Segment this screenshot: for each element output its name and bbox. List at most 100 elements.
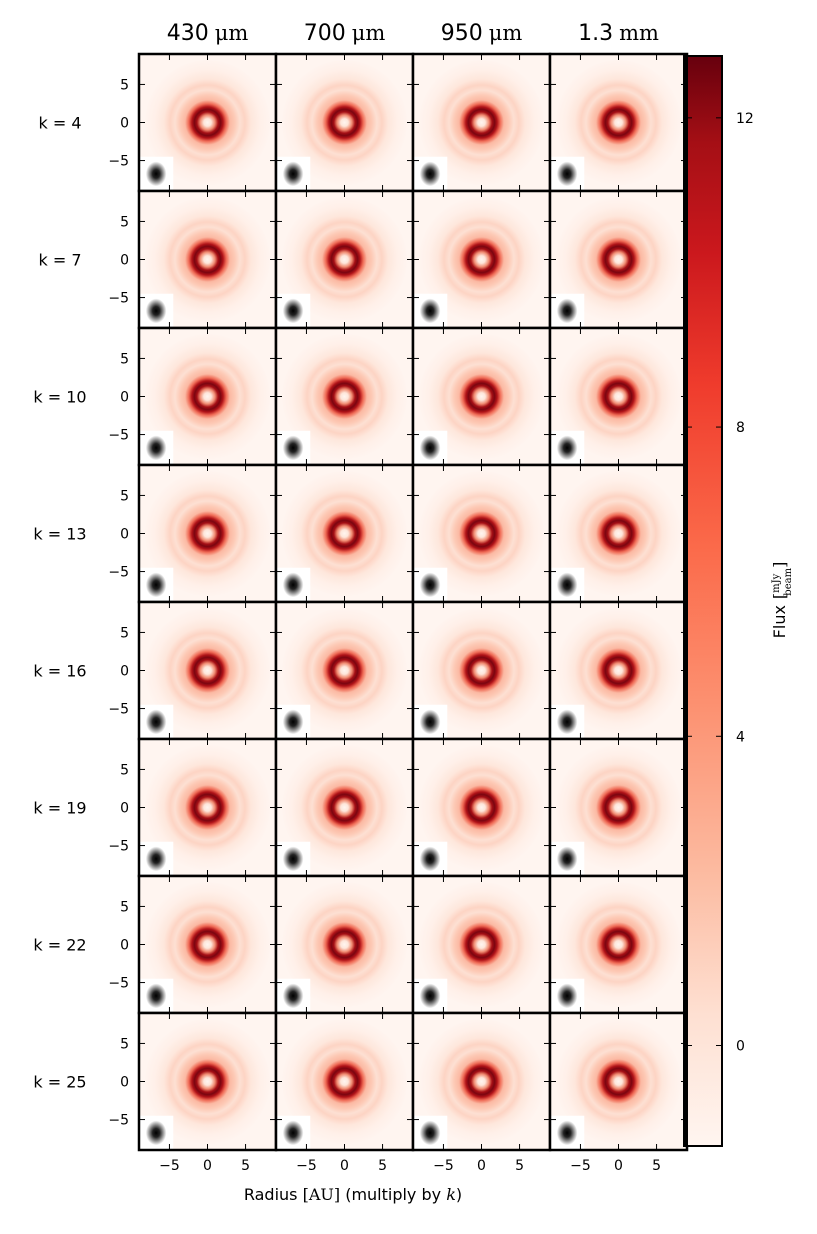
column-title: 700 μm (304, 21, 386, 46)
beam-ellipse (145, 572, 167, 598)
disk-emission (282, 334, 407, 459)
column-title-unit: mm (619, 21, 659, 45)
disk-emission (282, 882, 407, 1007)
y-tick-label: −5 (108, 976, 129, 992)
column-title-unit: μm (352, 21, 386, 45)
beam-ellipse (145, 298, 167, 324)
image-panel (274, 463, 415, 604)
beam-ellipse (145, 709, 167, 735)
x-axis-label-var: k (446, 1185, 456, 1204)
disk-emission (282, 745, 407, 870)
beam-ellipse (419, 1120, 441, 1146)
beam-ellipse (282, 161, 304, 187)
y-tick-label: −5 (108, 1113, 129, 1129)
panel-grid: 50−550−550−550−550−550−550−550−5−5 0 5 −5 0 5… (108, 52, 689, 1174)
disk-emission (419, 471, 544, 596)
colorbar-tick-label: 8 (736, 420, 745, 436)
disk-emission (282, 60, 407, 185)
disk-emission (556, 471, 681, 596)
beam-ellipse (282, 298, 304, 324)
image-panel (548, 737, 689, 878)
disk-emission (419, 60, 544, 185)
beam-ellipse (282, 709, 304, 735)
image-panel (274, 737, 415, 878)
beam-ellipse (556, 709, 578, 735)
beam-ellipse (282, 983, 304, 1009)
colorbar-fill (686, 56, 722, 1146)
colorbar-unit-num: mJy (771, 573, 782, 592)
y-tick-label: 5 (120, 1036, 129, 1052)
image-panel (411, 463, 552, 604)
row-label: k = 10 (33, 388, 86, 407)
y-tick-label: 5 (120, 625, 129, 641)
column-title-unit: μm (489, 21, 523, 45)
column-title: 430 μm (167, 21, 249, 46)
image-panel: 5 0 −5 (108, 189, 278, 330)
colorbar-tick-label: 0 (736, 1039, 745, 1055)
x-tick-label: 0 (340, 1158, 349, 1174)
disk-emission (282, 1019, 407, 1144)
x-tick-label: −5 (159, 1158, 180, 1174)
column-titles: 430 μm 700 μm 950 μm 1.3 mm (167, 21, 659, 46)
disk-emission (556, 60, 681, 185)
beam-ellipse (419, 709, 441, 735)
column-title-unit: μm (215, 21, 249, 45)
image-panel (274, 874, 415, 1015)
column-title-number: 950 (441, 21, 483, 46)
y-tick-label: 5 (120, 488, 129, 504)
beam-ellipse (556, 983, 578, 1009)
x-axis-label-unit: [AU] (303, 1185, 341, 1204)
y-tick-label: −5 (108, 154, 129, 170)
y-tick-label: 0 (120, 253, 129, 269)
x-tick-label: 0 (477, 1158, 486, 1174)
beam-ellipse (556, 435, 578, 461)
y-tick-label: 0 (120, 801, 129, 817)
image-panel (411, 600, 552, 741)
image-panel (411, 874, 552, 1015)
colorbar-label: Flux[mJybeam] (770, 562, 794, 639)
disk-emission (145, 745, 270, 870)
y-tick-label: 5 (120, 762, 129, 778)
colorbar: 0 4 8 12 Flux[mJybeam] (683, 55, 794, 1147)
beam-ellipse (282, 846, 304, 872)
disk-emission (556, 334, 681, 459)
beam-ellipse (145, 1120, 167, 1146)
row-labels: k = 4 k = 7 k = 10 k = 13 k = 16 k = 19 k = 22… (33, 114, 86, 1092)
beam-ellipse (145, 161, 167, 187)
y-tick-label: 0 (120, 664, 129, 680)
beam-ellipse (556, 846, 578, 872)
disk-emission (419, 882, 544, 1007)
disk-emission (282, 608, 407, 733)
colorbar-unit-den: beam (783, 567, 794, 595)
y-tick-label: −5 (108, 565, 129, 581)
beam-ellipse (419, 572, 441, 598)
x-tick-label: 0 (203, 1158, 212, 1174)
image-panel (411, 326, 552, 467)
y-tick-label: 5 (120, 351, 129, 367)
disk-emission (556, 608, 681, 733)
x-tick-label: 5 (515, 1158, 524, 1174)
x-axis-label-close: ) (456, 1185, 462, 1204)
image-panel (274, 52, 415, 193)
beam-ellipse (556, 1120, 578, 1146)
x-axis-label: Radius [AU] (multiply by k) (244, 1185, 462, 1204)
disk-emission (145, 1019, 270, 1144)
disk-emission (556, 1019, 681, 1144)
disk-emission (145, 608, 270, 733)
image-panel: 5 0 −5 −5 0 5 (108, 1011, 278, 1174)
image-panel: 5 0 −5 (108, 874, 278, 1015)
image-panel (411, 737, 552, 878)
disk-emission (556, 197, 681, 322)
image-panel (274, 326, 415, 467)
x-tick-label: 5 (652, 1158, 661, 1174)
row-label: k = 19 (33, 799, 86, 818)
beam-ellipse (145, 435, 167, 461)
disk-emission (556, 882, 681, 1007)
disk-emission (419, 1019, 544, 1144)
disk-emission (145, 471, 270, 596)
x-tick-label: 0 (614, 1158, 623, 1174)
image-panel: 5 0 −5 (108, 463, 278, 604)
image-panel (548, 874, 689, 1015)
disk-emission (145, 197, 270, 322)
